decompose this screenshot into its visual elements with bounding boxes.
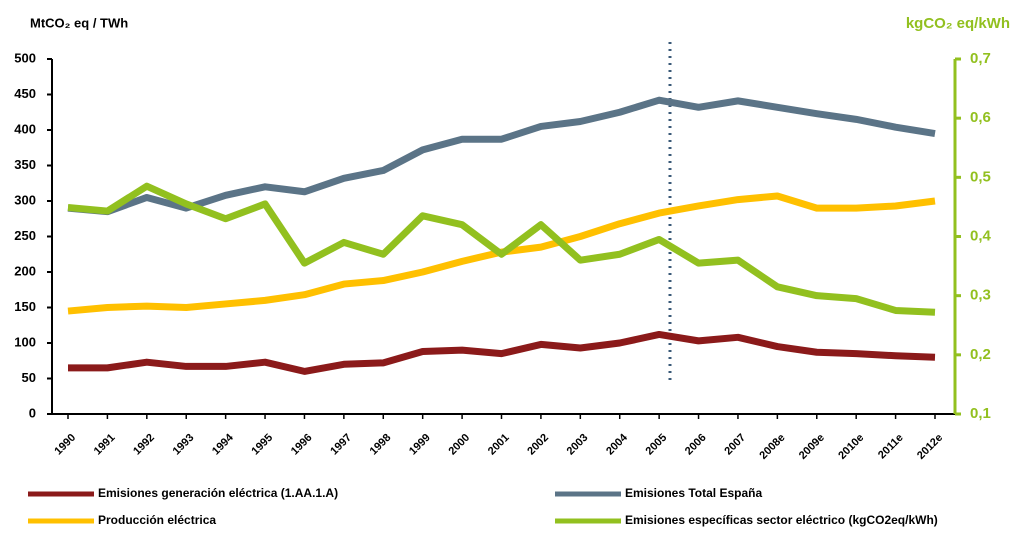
x-tick-label: 1995 xyxy=(249,432,275,458)
y-tick-label: 100 xyxy=(14,334,36,349)
x-tick-label: 1998 xyxy=(368,432,394,458)
x-tick-label: 2008e xyxy=(757,432,787,462)
x-tick-label: 2002 xyxy=(525,432,551,458)
x-tick-label: 2004 xyxy=(604,431,630,457)
x-tick-label: 2006 xyxy=(683,432,709,458)
x-tick-label: 1999 xyxy=(407,432,433,458)
y-axis-label: MtCO₂ eq / TWh xyxy=(30,15,128,30)
x-tick-label: 1994 xyxy=(210,431,236,457)
y2-tick-label: 0,3 xyxy=(970,287,991,304)
x-tick-label: 1991 xyxy=(92,432,118,458)
x-tick-label: 2011e xyxy=(876,432,906,462)
x-tick-label: 2012e xyxy=(915,432,945,462)
x-tick-label: 1997 xyxy=(328,432,354,458)
y-tick-label: 500 xyxy=(14,50,36,65)
x-tick-label: 2000 xyxy=(446,432,472,458)
y2-tick-label: 0,4 xyxy=(970,227,992,244)
x-tick-label: 2003 xyxy=(565,432,591,458)
legend-label: Emisiones específicas sector eléctrico (… xyxy=(625,513,938,527)
y-tick-label: 400 xyxy=(14,121,36,136)
y-tick-label: 50 xyxy=(22,370,36,385)
y2-tick-label: 0,5 xyxy=(970,168,991,185)
series-line xyxy=(67,96,936,216)
x-tick-label: 1990 xyxy=(52,432,78,458)
y2-tick-label: 0,1 xyxy=(970,405,991,422)
series-line xyxy=(67,182,936,316)
y-tick-label: 0 xyxy=(29,405,36,420)
x-tick-label: 2005 xyxy=(644,432,670,458)
y-tick-label: 450 xyxy=(14,86,36,101)
x-tick-label: 2001 xyxy=(486,432,512,458)
x-tick-label: 1992 xyxy=(131,432,157,458)
y-tick-label: 250 xyxy=(14,228,36,243)
y2-tick-label: 0,7 xyxy=(970,50,991,67)
y-tick-label: 350 xyxy=(14,157,36,172)
series-line xyxy=(68,330,936,375)
x-tick-label: 2007 xyxy=(722,432,748,458)
x-tick-label: 1993 xyxy=(171,432,197,458)
x-tick-label: 1996 xyxy=(289,432,315,458)
y-tick-label: 200 xyxy=(14,263,36,278)
x-tick-label: 2010e xyxy=(836,432,866,462)
legend-label: Emisiones Total España xyxy=(625,486,762,500)
y2-axis-label: kgCO₂ eq/kWh xyxy=(906,15,1010,32)
legend-label: Emisiones generación eléctrica (1.AA.1.A… xyxy=(98,486,338,500)
legend-label: Producción eléctrica xyxy=(98,513,216,527)
y2-tick-label: 0,2 xyxy=(970,346,991,363)
y2-tick-label: 0,6 xyxy=(970,109,991,126)
x-tick-label: 2009e xyxy=(797,432,827,462)
y-tick-label: 150 xyxy=(14,299,36,314)
y-tick-label: 300 xyxy=(14,192,36,207)
